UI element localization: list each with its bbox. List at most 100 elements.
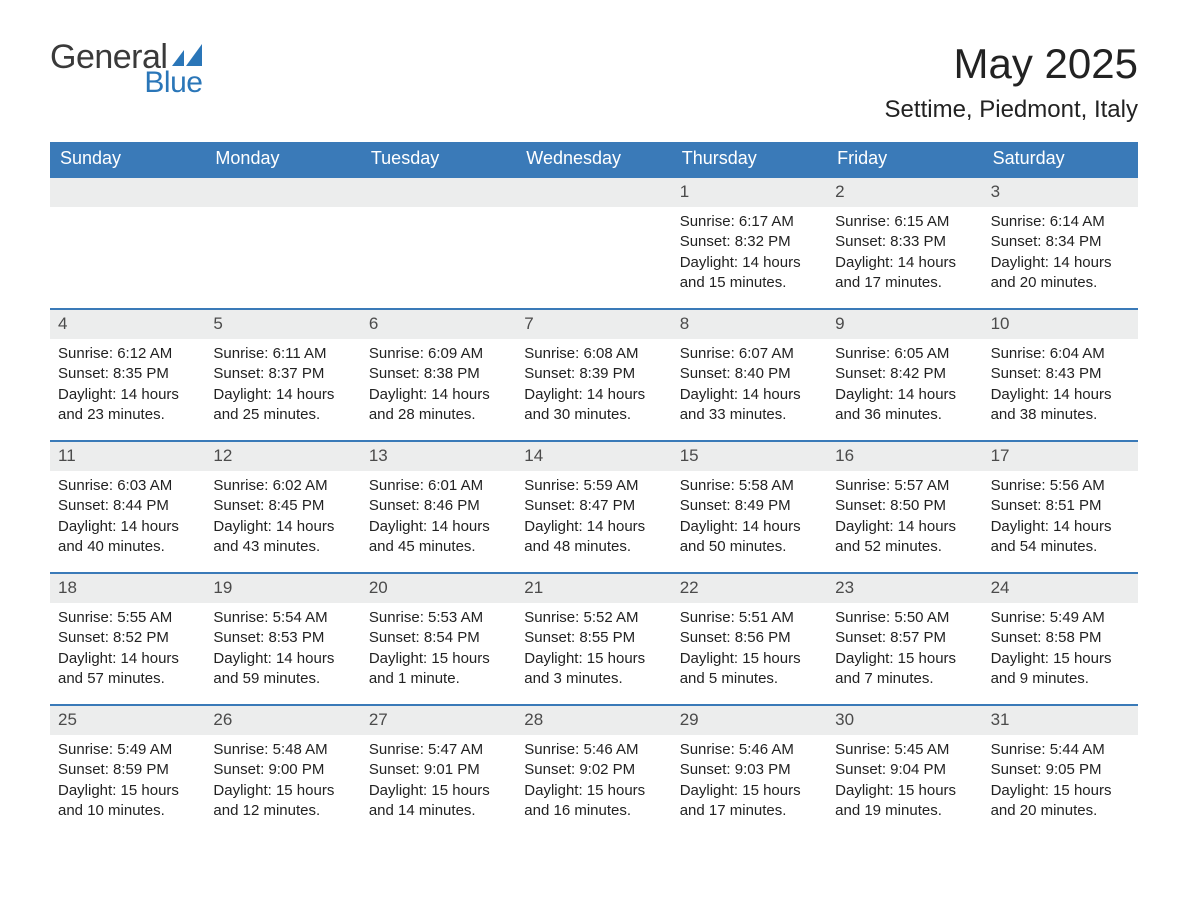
day-number: 17 [983,442,1138,471]
sunset-text: Sunset: 9:02 PM [524,760,663,780]
day-detail: Sunrise: 5:58 AMSunset: 8:49 PMDaylight:… [672,471,827,561]
day-detail: Sunrise: 5:55 AMSunset: 8:52 PMDaylight:… [50,603,205,693]
calendar-day-cell: 21Sunrise: 5:52 AMSunset: 8:55 PMDayligh… [516,572,671,704]
daylight-text: Daylight: 14 hours and 28 minutes. [369,385,508,426]
sunset-text: Sunset: 9:04 PM [835,760,974,780]
day-number: 18 [50,574,205,603]
calendar-day-cell: 27Sunrise: 5:47 AMSunset: 9:01 PMDayligh… [361,704,516,836]
sunset-text: Sunset: 8:34 PM [991,232,1130,252]
sunset-text: Sunset: 8:51 PM [991,496,1130,516]
day-number: 14 [516,442,671,471]
sunset-text: Sunset: 8:40 PM [680,364,819,384]
sunrise-text: Sunrise: 5:48 AM [213,740,352,760]
sunrise-text: Sunrise: 5:49 AM [991,608,1130,628]
daylight-text: Daylight: 14 hours and 15 minutes. [680,253,819,294]
sunrise-text: Sunrise: 5:47 AM [369,740,508,760]
calendar-blank-cell [205,176,360,308]
day-detail: Sunrise: 6:12 AMSunset: 8:35 PMDaylight:… [50,339,205,429]
day-header-thursday: Thursday [672,142,827,176]
calendar-day-cell: 9Sunrise: 6:05 AMSunset: 8:42 PMDaylight… [827,308,982,440]
day-number: 22 [672,574,827,603]
daylight-text: Daylight: 15 hours and 17 minutes. [680,781,819,822]
calendar-day-cell: 2Sunrise: 6:15 AMSunset: 8:33 PMDaylight… [827,176,982,308]
sunrise-text: Sunrise: 5:46 AM [680,740,819,760]
day-detail: Sunrise: 6:02 AMSunset: 8:45 PMDaylight:… [205,471,360,561]
daylight-text: Daylight: 14 hours and 57 minutes. [58,649,197,690]
sunrise-text: Sunrise: 6:15 AM [835,212,974,232]
logo: General Blue [50,40,202,98]
sunrise-text: Sunrise: 5:50 AM [835,608,974,628]
daylight-text: Daylight: 14 hours and 23 minutes. [58,385,197,426]
sunrise-text: Sunrise: 6:04 AM [991,344,1130,364]
sunset-text: Sunset: 8:57 PM [835,628,974,648]
day-number: 21 [516,574,671,603]
daylight-text: Daylight: 14 hours and 40 minutes. [58,517,197,558]
day-detail: Sunrise: 5:53 AMSunset: 8:54 PMDaylight:… [361,603,516,693]
sunrise-text: Sunrise: 5:52 AM [524,608,663,628]
calendar-day-cell: 14Sunrise: 5:59 AMSunset: 8:47 PMDayligh… [516,440,671,572]
sunrise-text: Sunrise: 5:59 AM [524,476,663,496]
calendar-day-cell: 7Sunrise: 6:08 AMSunset: 8:39 PMDaylight… [516,308,671,440]
sunrise-text: Sunrise: 5:44 AM [991,740,1130,760]
daylight-text: Daylight: 15 hours and 1 minute. [369,649,508,690]
day-detail: Sunrise: 5:45 AMSunset: 9:04 PMDaylight:… [827,735,982,825]
blank-daynum-bar [361,178,516,207]
day-detail: Sunrise: 6:17 AMSunset: 8:32 PMDaylight:… [672,207,827,297]
daylight-text: Daylight: 14 hours and 52 minutes. [835,517,974,558]
calendar-body: 1Sunrise: 6:17 AMSunset: 8:32 PMDaylight… [50,176,1138,836]
daylight-text: Daylight: 14 hours and 54 minutes. [991,517,1130,558]
sunset-text: Sunset: 8:35 PM [58,364,197,384]
day-detail: Sunrise: 5:51 AMSunset: 8:56 PMDaylight:… [672,603,827,693]
page-header: General Blue May 2025 Settime, Piedmont,… [50,40,1138,124]
daylight-text: Daylight: 14 hours and 59 minutes. [213,649,352,690]
calendar-day-cell: 5Sunrise: 6:11 AMSunset: 8:37 PMDaylight… [205,308,360,440]
day-header-tuesday: Tuesday [361,142,516,176]
sunrise-text: Sunrise: 6:14 AM [991,212,1130,232]
day-header-wednesday: Wednesday [516,142,671,176]
day-header-monday: Monday [205,142,360,176]
sunrise-text: Sunrise: 6:09 AM [369,344,508,364]
sunrise-text: Sunrise: 5:58 AM [680,476,819,496]
calendar-day-cell: 4Sunrise: 6:12 AMSunset: 8:35 PMDaylight… [50,308,205,440]
day-number: 19 [205,574,360,603]
day-detail: Sunrise: 6:03 AMSunset: 8:44 PMDaylight:… [50,471,205,561]
daylight-text: Daylight: 15 hours and 3 minutes. [524,649,663,690]
day-detail: Sunrise: 5:54 AMSunset: 8:53 PMDaylight:… [205,603,360,693]
daylight-text: Daylight: 14 hours and 43 minutes. [213,517,352,558]
calendar-day-cell: 31Sunrise: 5:44 AMSunset: 9:05 PMDayligh… [983,704,1138,836]
sunset-text: Sunset: 8:54 PM [369,628,508,648]
sunset-text: Sunset: 8:32 PM [680,232,819,252]
sunrise-text: Sunrise: 5:56 AM [991,476,1130,496]
day-detail: Sunrise: 5:59 AMSunset: 8:47 PMDaylight:… [516,471,671,561]
day-detail: Sunrise: 5:46 AMSunset: 9:03 PMDaylight:… [672,735,827,825]
calendar-day-cell: 26Sunrise: 5:48 AMSunset: 9:00 PMDayligh… [205,704,360,836]
blank-daynum-bar [50,178,205,207]
day-detail: Sunrise: 5:46 AMSunset: 9:02 PMDaylight:… [516,735,671,825]
day-detail: Sunrise: 5:47 AMSunset: 9:01 PMDaylight:… [361,735,516,825]
daylight-text: Daylight: 14 hours and 48 minutes. [524,517,663,558]
calendar-day-cell: 16Sunrise: 5:57 AMSunset: 8:50 PMDayligh… [827,440,982,572]
day-number: 5 [205,310,360,339]
page-title: May 2025 [885,40,1138,88]
day-number: 7 [516,310,671,339]
daylight-text: Daylight: 14 hours and 50 minutes. [680,517,819,558]
sunset-text: Sunset: 8:38 PM [369,364,508,384]
sunset-text: Sunset: 9:01 PM [369,760,508,780]
calendar-header-row: Sunday Monday Tuesday Wednesday Thursday… [50,142,1138,176]
sunrise-text: Sunrise: 6:05 AM [835,344,974,364]
sunrise-text: Sunrise: 5:54 AM [213,608,352,628]
calendar-day-cell: 20Sunrise: 5:53 AMSunset: 8:54 PMDayligh… [361,572,516,704]
logo-word-blue: Blue [122,68,202,98]
calendar-day-cell: 18Sunrise: 5:55 AMSunset: 8:52 PMDayligh… [50,572,205,704]
daylight-text: Daylight: 15 hours and 9 minutes. [991,649,1130,690]
sunrise-text: Sunrise: 6:07 AM [680,344,819,364]
day-number: 23 [827,574,982,603]
sunrise-text: Sunrise: 5:57 AM [835,476,974,496]
calendar-day-cell: 24Sunrise: 5:49 AMSunset: 8:58 PMDayligh… [983,572,1138,704]
calendar-day-cell: 15Sunrise: 5:58 AMSunset: 8:49 PMDayligh… [672,440,827,572]
day-number: 2 [827,178,982,207]
sunrise-text: Sunrise: 6:03 AM [58,476,197,496]
daylight-text: Daylight: 15 hours and 12 minutes. [213,781,352,822]
sunrise-text: Sunrise: 6:08 AM [524,344,663,364]
daylight-text: Daylight: 14 hours and 30 minutes. [524,385,663,426]
